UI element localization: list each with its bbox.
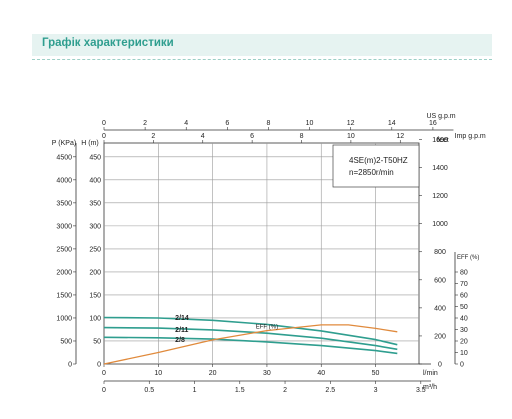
lmin-tick-label: 50 <box>372 370 380 377</box>
eff-tick-label: 80 <box>460 270 468 277</box>
us-tick-label: 14 <box>388 120 396 127</box>
us-tick-label: 12 <box>347 120 355 127</box>
feet-tick-label: 800 <box>434 249 446 256</box>
head-curve-0 <box>103 316 398 346</box>
curve-label: 2/8 <box>175 337 185 344</box>
eff-tick-label: 50 <box>460 304 468 311</box>
p-tick-label: 4000 <box>56 177 72 184</box>
h-tick-label: 200 <box>89 269 101 276</box>
m3h-tick-label: 0 <box>102 387 106 394</box>
header-title: Графік характеристики <box>42 37 174 49</box>
m3h-axis-label: m³/h <box>423 384 437 391</box>
head-curve-1 <box>103 326 398 351</box>
p-axis-label: P (KPa) <box>52 140 76 147</box>
h-tick-label: 250 <box>89 246 101 253</box>
eff-tick-label: 20 <box>460 339 468 346</box>
lmin-tick-label: 0 <box>102 370 106 377</box>
imp-tick-label: 4 <box>201 133 205 140</box>
p-tick-label: 3500 <box>56 200 72 207</box>
us-axis-label: US g.p.m <box>426 113 455 120</box>
lmin-tick-label: 40 <box>317 370 325 377</box>
us-tick-label: 8 <box>266 120 270 127</box>
feet-tick-label: 1400 <box>432 165 448 172</box>
imp-tick-label: 10 <box>347 133 355 140</box>
eff-tick-label: 60 <box>460 293 468 300</box>
chart-header: Графік характеристики <box>32 34 492 62</box>
p-tick-label: 2000 <box>56 269 72 276</box>
p-tick-label: 500 <box>60 338 72 345</box>
h-tick-label: 50 <box>93 338 101 345</box>
m3h-tick-label: 2.5 <box>325 387 335 394</box>
us-tick-label: 10 <box>306 120 314 127</box>
p-tick-label: 2500 <box>56 246 72 253</box>
eff-curve <box>103 324 398 365</box>
model-box-line1: 4SE(m)2-T50HZ <box>349 156 408 165</box>
us-tick-label: 4 <box>184 120 188 127</box>
header-bar <box>32 34 492 56</box>
feet-tick-label: 0 <box>438 362 442 369</box>
us-tick-label: 16 <box>429 120 437 127</box>
p-tick-label: 4500 <box>56 154 72 161</box>
us-tick-label: 0 <box>102 120 106 127</box>
eff-curve-label: EFF (%) <box>256 325 278 331</box>
p-tick-label: 3000 <box>56 223 72 230</box>
model-box-frame <box>332 144 420 188</box>
lmin-axis-label: l/min <box>423 370 438 377</box>
head-curve-2 <box>103 336 398 355</box>
eff-axis-label: EFF (%) <box>457 255 479 261</box>
imp-tick-label: 2 <box>151 133 155 140</box>
h-tick-label: 400 <box>89 177 101 184</box>
header-divider <box>32 59 492 61</box>
plot-frame <box>103 142 420 365</box>
imp-tick-label: 12 <box>396 133 404 140</box>
feet-tick-label: 1600 <box>432 137 448 144</box>
m3h-tick-label: 1.5 <box>235 387 245 394</box>
h-tick-label: 150 <box>89 292 101 299</box>
m3h-tick-label: 3.5 <box>416 387 426 394</box>
feet-tick-label: 200 <box>434 333 446 340</box>
lmin-tick-label: 20 <box>209 370 217 377</box>
eff-tick-label: 0 <box>460 362 464 369</box>
p-tick-label: 1000 <box>56 315 72 322</box>
feet-tick-label: 400 <box>434 305 446 312</box>
eff-tick-label: 30 <box>460 327 468 334</box>
h-tick-label: 300 <box>89 223 101 230</box>
h-tick-label: 350 <box>89 200 101 207</box>
p-tick-label: 1500 <box>56 292 72 299</box>
imp-tick-label: 8 <box>300 133 304 140</box>
lmin-tick-label: 10 <box>154 370 162 377</box>
curve-label: 2/14 <box>175 315 189 322</box>
feet-axis-label: feet <box>437 137 449 144</box>
m3h-tick-label: 3 <box>374 387 378 394</box>
imp-tick-label: 6 <box>250 133 254 140</box>
m3h-tick-label: 2 <box>283 387 287 394</box>
eff-tick-label: 70 <box>460 281 468 288</box>
us-tick-label: 2 <box>143 120 147 127</box>
lmin-tick-label: 30 <box>263 370 271 377</box>
model-box: 4SE(m)2-T50HZ n=2850r/min <box>332 144 420 188</box>
feet-tick-label: 1200 <box>432 193 448 200</box>
h-axis-label: H (m) <box>81 140 99 147</box>
h-tick-label: 450 <box>89 154 101 161</box>
us-tick-label: 6 <box>225 120 229 127</box>
h-tick-label: 0 <box>97 362 101 369</box>
imp-tick-label: 0 <box>102 133 106 140</box>
imp-axis-label: Imp g.p.m <box>455 133 486 140</box>
h-tick-label: 100 <box>89 315 101 322</box>
model-box-line2: n=2850r/min <box>349 168 394 177</box>
m3h-tick-label: 0.5 <box>144 387 154 394</box>
p-tick-label: 0 <box>68 362 72 369</box>
eff-tick-label: 10 <box>460 350 468 357</box>
m3h-tick-label: 1 <box>193 387 197 394</box>
eff-tick-label: 40 <box>460 316 468 323</box>
feet-tick-label: 600 <box>434 277 446 284</box>
feet-tick-label: 1000 <box>432 221 448 228</box>
curve-label: 2/11 <box>175 327 188 334</box>
